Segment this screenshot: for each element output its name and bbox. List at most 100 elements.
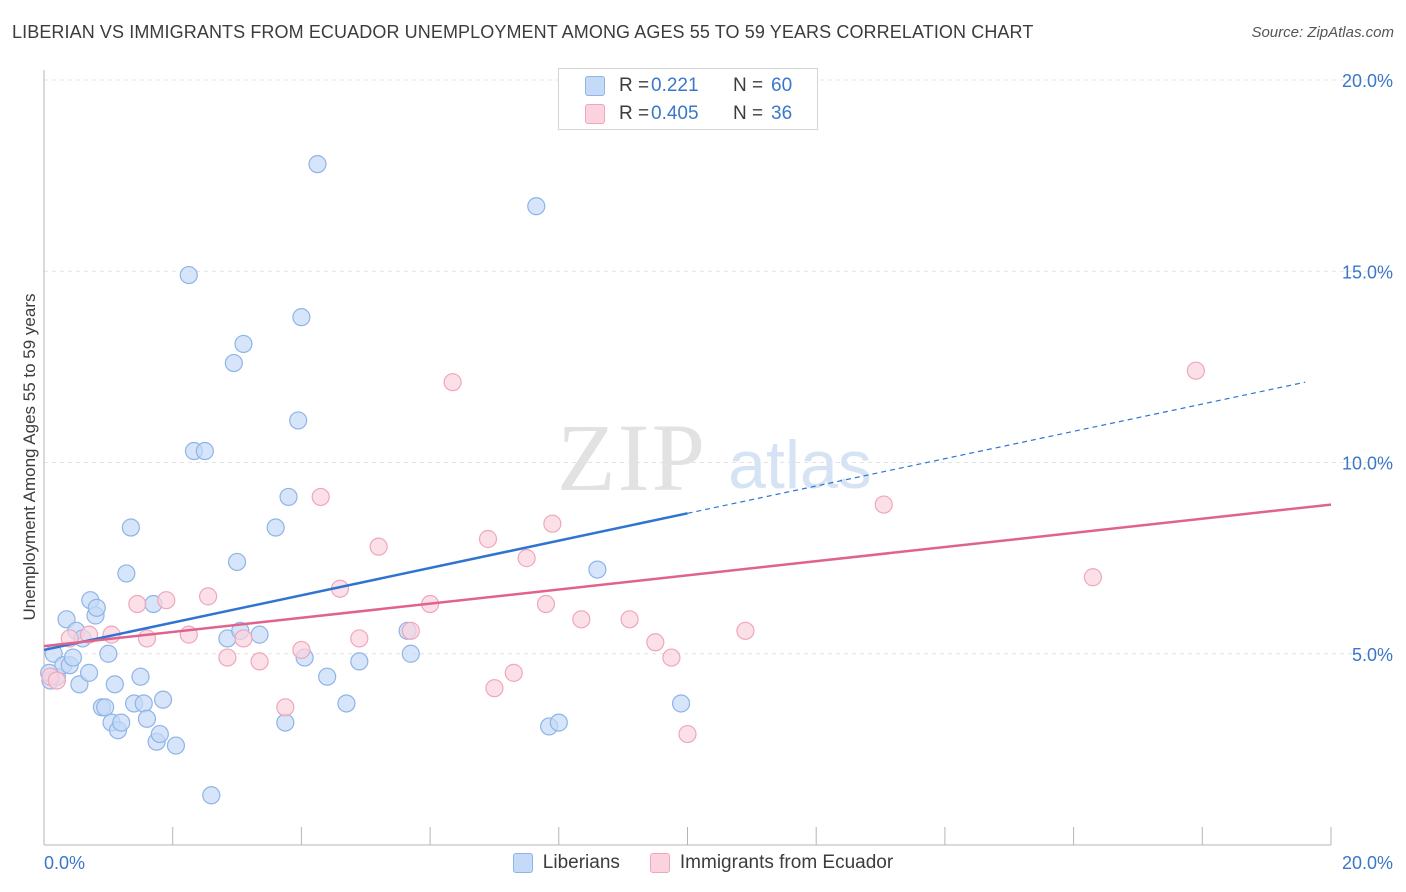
ecuador-swatch bbox=[649, 853, 670, 873]
y-tick-label: 15.0% bbox=[1342, 262, 1393, 282]
liberian-point bbox=[527, 197, 546, 216]
ecuador-point bbox=[536, 594, 556, 614]
ecuador-point bbox=[1186, 361, 1205, 380]
ecuador-point bbox=[874, 495, 893, 514]
liberian-point bbox=[308, 155, 327, 174]
liberian-point bbox=[179, 265, 198, 285]
watermark-atlas: atlas bbox=[728, 427, 872, 503]
liberian-point bbox=[227, 552, 247, 572]
liberians-swatch bbox=[585, 76, 605, 96]
legend-item-liberians[interactable]: Liberians bbox=[512, 852, 620, 874]
x-tick-label: 20.0% bbox=[1342, 853, 1393, 873]
ecuador-point bbox=[504, 663, 523, 682]
watermark-zip: ZIP bbox=[557, 404, 707, 511]
axes bbox=[43, 70, 1332, 846]
liberian-point bbox=[401, 644, 420, 663]
ecuador-point bbox=[1083, 568, 1103, 587]
liberian-point bbox=[234, 334, 253, 354]
n-value: 36 bbox=[771, 103, 793, 124]
liberian-point bbox=[134, 694, 153, 713]
liberian-point bbox=[112, 713, 131, 732]
ecuador-point bbox=[572, 610, 591, 629]
legend-label: Immigrants from Ecuador bbox=[679, 852, 894, 873]
ecuador-point bbox=[157, 591, 176, 610]
ecuador-point bbox=[736, 621, 755, 640]
n-value: 60 bbox=[771, 75, 793, 96]
liberians-trend-line bbox=[43, 512, 688, 652]
data-points bbox=[40, 155, 1205, 805]
ecuador-swatch bbox=[585, 104, 605, 124]
ecuador-point bbox=[137, 629, 157, 648]
y-axis-label: Unemployment Among Ages 55 to 59 years bbox=[20, 293, 39, 621]
tick-labels: 5.0% 10.0% 15.0% 20.0% 0.0% 20.0% bbox=[44, 71, 1393, 873]
liberian-point bbox=[99, 644, 118, 663]
liberians-swatch bbox=[512, 853, 533, 873]
series-legend: Liberians Immigrants from Ecuador bbox=[0, 852, 1406, 874]
r-value: 0.221 bbox=[651, 75, 699, 96]
liberian-point bbox=[150, 724, 169, 744]
liberian-point bbox=[63, 648, 83, 667]
ecuador-point bbox=[198, 587, 218, 606]
ecuador-point bbox=[292, 640, 311, 660]
liberian-point bbox=[266, 518, 285, 537]
ecuador-point bbox=[276, 698, 295, 717]
liberian-point bbox=[350, 652, 369, 671]
liberian-point bbox=[292, 308, 311, 327]
ecuador-point bbox=[250, 652, 269, 671]
ecuador-point bbox=[128, 594, 147, 614]
n-label: N = bbox=[733, 103, 764, 124]
ecuador-point bbox=[485, 679, 504, 698]
ecuador-point bbox=[543, 514, 562, 533]
ecuador-point bbox=[401, 621, 420, 640]
liberian-point bbox=[153, 690, 173, 709]
liberian-point bbox=[166, 736, 186, 755]
y-tick-label: 5.0% bbox=[1352, 645, 1393, 665]
ecuador-point bbox=[517, 549, 536, 568]
n-label: N = bbox=[733, 75, 764, 96]
liberians-trend-line-extension bbox=[687, 381, 1306, 514]
ecuador-point bbox=[678, 724, 697, 744]
liberian-point bbox=[121, 518, 140, 537]
liberian-point bbox=[105, 675, 124, 694]
r-label: R = bbox=[619, 75, 650, 96]
liberian-point bbox=[250, 625, 269, 644]
liberian-point bbox=[131, 667, 150, 686]
source-label: Source: ZipAtlas.com bbox=[1251, 24, 1394, 41]
liberian-point bbox=[79, 663, 99, 682]
legend-label: Liberians bbox=[542, 852, 620, 873]
liberian-point bbox=[588, 560, 607, 579]
ecuador-point bbox=[350, 629, 369, 648]
liberian-point bbox=[224, 353, 243, 373]
ecuador-trend-line bbox=[43, 503, 1332, 648]
y-tick-label: 20.0% bbox=[1342, 71, 1393, 91]
chart-title: LIBERIAN VS IMMIGRANTS FROM ECUADOR UNEM… bbox=[12, 22, 1034, 42]
ecuador-point bbox=[620, 610, 639, 629]
liberian-point bbox=[117, 564, 136, 583]
liberian-point bbox=[337, 694, 356, 713]
liberian-point bbox=[137, 709, 157, 728]
ecuador-point bbox=[662, 648, 681, 667]
x-tick-label: 0.0% bbox=[44, 853, 85, 873]
stats-legend: R = 0.221 N = 60 R = 0.405 N = 36 bbox=[558, 68, 818, 130]
liberian-point bbox=[195, 441, 214, 461]
liberian-point bbox=[549, 713, 568, 732]
liberian-point bbox=[289, 411, 308, 430]
ecuador-point bbox=[443, 373, 462, 392]
r-label: R = bbox=[619, 103, 650, 124]
ecuador-point bbox=[47, 671, 66, 690]
liberian-point bbox=[671, 694, 691, 713]
ecuador-point bbox=[311, 487, 330, 507]
legend-item-ecuador[interactable]: Immigrants from Ecuador bbox=[649, 852, 894, 874]
r-value: 0.405 bbox=[651, 103, 699, 124]
liberian-point bbox=[87, 598, 106, 617]
ecuador-point bbox=[234, 629, 253, 648]
ecuador-point bbox=[218, 648, 237, 667]
liberian-point bbox=[279, 487, 298, 507]
ecuador-point bbox=[646, 633, 665, 652]
liberian-point bbox=[202, 786, 221, 805]
liberian-point bbox=[276, 713, 295, 732]
liberian-point bbox=[318, 667, 337, 686]
trend-lines bbox=[43, 381, 1332, 652]
y-tick-label: 10.0% bbox=[1342, 454, 1393, 474]
